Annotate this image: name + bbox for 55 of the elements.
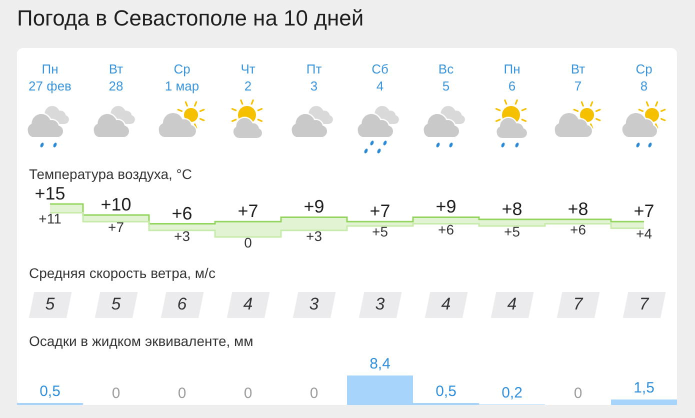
data-label: 0: [178, 385, 186, 402]
y-axis-title: Температура воздуха, °C: [29, 166, 192, 182]
data-label: +3: [174, 228, 190, 244]
text: Средняя скорость ветра, м/с: [29, 265, 216, 281]
data-label: +3: [306, 228, 322, 244]
data-label: +7: [108, 219, 124, 236]
data-label: 6: [177, 294, 188, 314]
data-label: +9: [304, 196, 324, 217]
x-tick-label: Ср 1 мар: [164, 62, 200, 94]
data-label: +8: [502, 198, 522, 219]
x-tick-label: Ср 8: [636, 62, 652, 94]
data-label: +7: [238, 201, 258, 222]
data-label: +7: [370, 201, 390, 222]
data-label: 5: [45, 294, 56, 314]
data-label: 0: [574, 385, 582, 402]
x-tick-label: Вт 28: [108, 62, 124, 94]
bar: [611, 400, 677, 405]
data-label: 0,5: [40, 383, 60, 400]
data-label: +9: [436, 196, 456, 217]
data-label: +5: [504, 224, 520, 240]
data-label: +5: [372, 224, 388, 240]
data-label: 7: [639, 294, 650, 314]
data-label: 4: [243, 294, 253, 314]
data-label: +8: [568, 198, 588, 219]
data-label: +6: [438, 221, 454, 238]
data-label: +10: [100, 194, 132, 214]
data-label: 0,2: [502, 384, 522, 402]
data-label: 0,5: [436, 383, 456, 400]
x-tick-label: Пт 3: [306, 62, 322, 94]
data-label: 3: [375, 294, 386, 314]
x-tick-label: Чт 2: [240, 62, 256, 94]
data-label: +6: [570, 221, 586, 238]
x-tick-label: Пн 27 фев: [28, 62, 72, 94]
data-label: 3: [309, 294, 320, 314]
x-tick-label: Сб 4: [372, 62, 388, 94]
data-label: 1,5: [634, 380, 654, 397]
data-label: 0: [112, 385, 120, 402]
data-label: +4: [636, 226, 652, 242]
data-label: +15: [34, 184, 66, 204]
data-label: 5: [111, 294, 122, 314]
data-label: +6: [172, 203, 192, 224]
x-tick-label: Пн 6: [504, 62, 520, 94]
x-tick-label: Вт 7: [570, 62, 586, 94]
data-label: 4: [441, 294, 451, 314]
data-label: 4: [507, 294, 517, 314]
data-label: 8,4: [370, 356, 390, 372]
x-tick-label: Вс 5: [438, 62, 454, 94]
data-label: 0: [244, 385, 252, 402]
data-label: 7: [573, 294, 584, 314]
data-label: +7: [634, 201, 654, 222]
data-label: +11: [38, 210, 62, 226]
y-axis-title: Осадки в жидком эквиваленте, мм: [29, 333, 254, 349]
data-label: 0: [310, 385, 318, 402]
chart-title: Погода в Севастополе на 10 дней: [17, 6, 364, 31]
data-label: 0: [244, 234, 252, 250]
